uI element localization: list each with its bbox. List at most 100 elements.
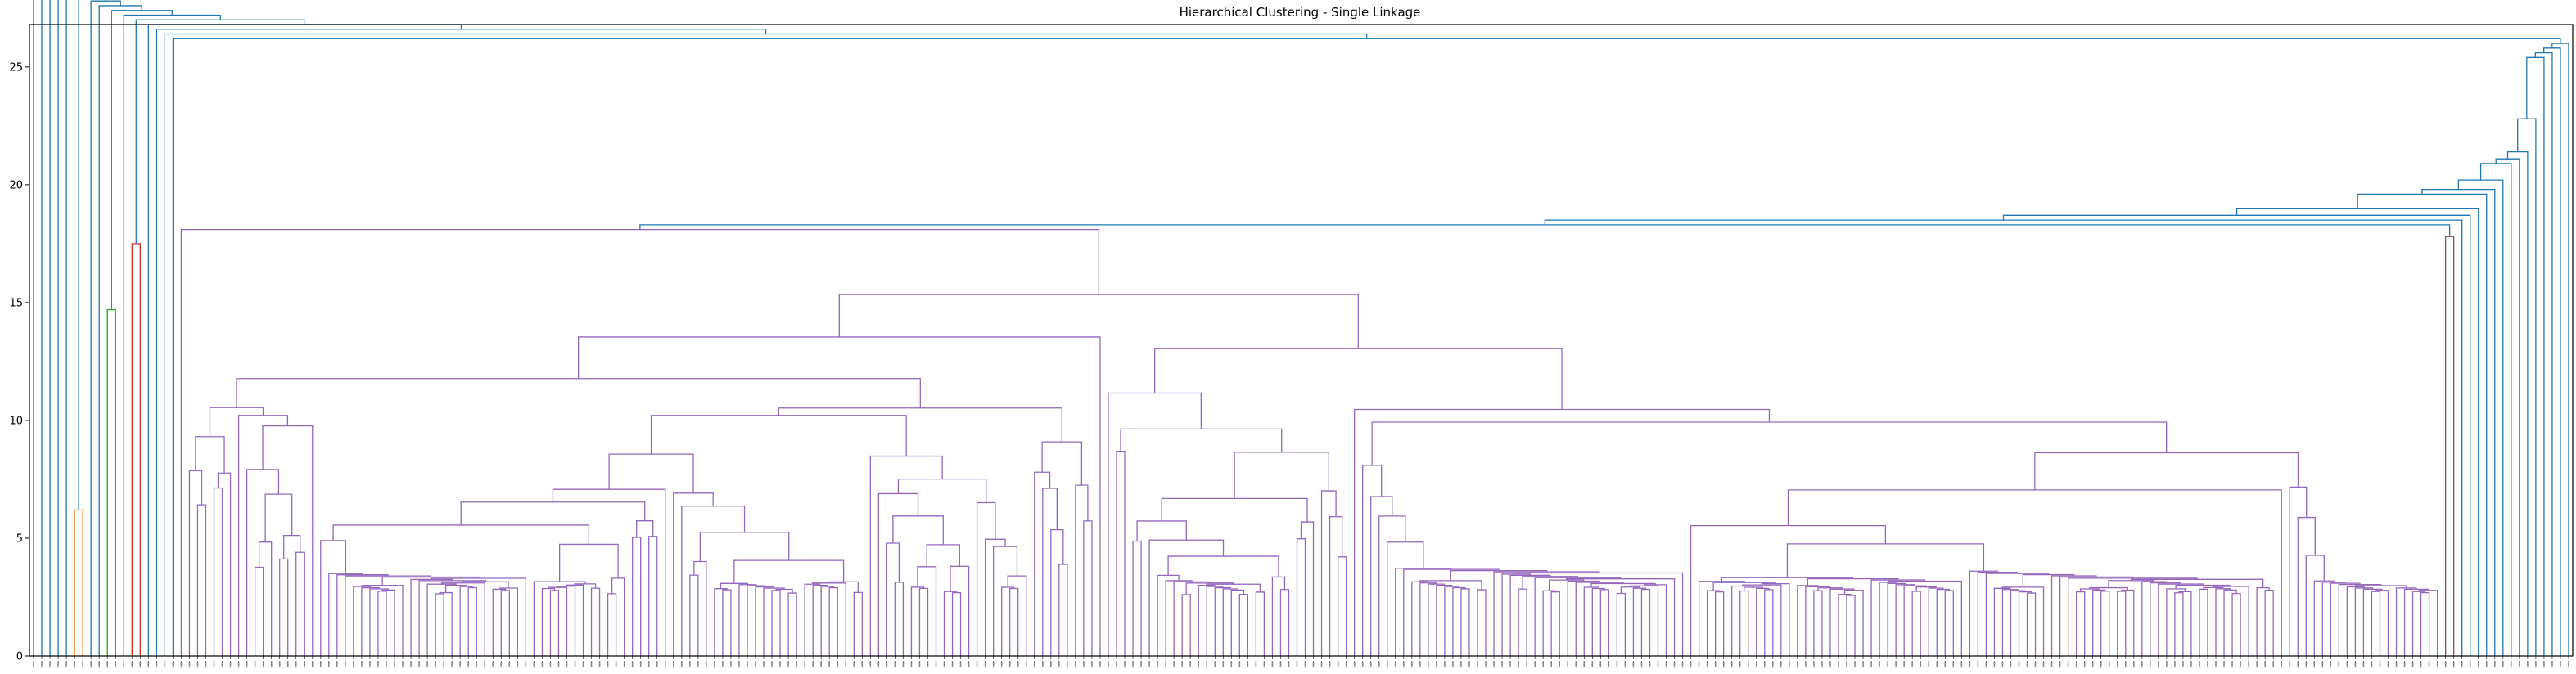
dendrogram-link-157 — [1583, 586, 1599, 656]
dendrogram-link-262 — [2403, 588, 2429, 656]
x-leaf-label-301 — [2502, 661, 2504, 667]
x-leaf-label-67 — [582, 661, 584, 667]
x-leaf-label-187 — [1567, 661, 1569, 667]
dendrogram-link-239 — [2141, 581, 2167, 656]
x-leaf-label-252 — [2100, 661, 2102, 667]
x-leaf-label-162 — [1361, 661, 1364, 667]
x-leaf-label-133 — [1124, 661, 1126, 667]
x-leaf-label-164 — [1378, 661, 1380, 667]
x-leaf-label-260 — [2166, 661, 2168, 667]
x-leaf-label-12 — [131, 661, 133, 667]
dendrogram-link-20 — [369, 588, 390, 656]
dendrogram-link-55 — [632, 537, 642, 656]
dendrogram-link-249 — [1977, 572, 2019, 656]
y-tick-label-25: 25 — [9, 61, 23, 74]
dendrogram-link-289 — [2517, 118, 2537, 656]
dendrogram-link-72 — [828, 586, 838, 656]
x-leaf-label-146 — [1230, 661, 1233, 667]
x-leaf-label-273 — [2272, 661, 2274, 667]
x-leaf-label-136 — [1148, 661, 1150, 667]
dendrogram-link-93 — [892, 515, 944, 545]
x-leaf-label-234 — [1952, 661, 1955, 667]
x-leaf-label-51 — [451, 661, 453, 667]
x-leaf-label-143 — [1206, 661, 1208, 667]
dendrogram-link-283 — [2357, 193, 2488, 656]
dendrogram-link-104 — [1058, 564, 1068, 656]
dendrogram-link-105 — [1050, 528, 1064, 656]
x-leaf-label-212 — [1771, 661, 1774, 667]
x-leaf-label-233 — [1944, 661, 1947, 667]
dendrogram-link-275 — [1154, 348, 1563, 410]
x-leaf-label-2 — [49, 661, 51, 667]
dendrogram-link-123 — [1255, 591, 1265, 656]
x-leaf-label-157 — [1320, 661, 1323, 667]
x-leaf-label-40 — [361, 661, 363, 667]
x-leaf-label-69 — [598, 661, 601, 667]
x-leaf-label-247 — [2059, 661, 2061, 667]
dendrogram-link-185 — [1764, 589, 1774, 656]
x-leaf-label-153 — [1288, 661, 1290, 667]
dendrogram-link-86 — [918, 587, 929, 656]
x-leaf-label-229 — [1911, 661, 1913, 667]
y-tick-label-0: 0 — [16, 651, 23, 663]
x-leaf-label-129 — [1091, 661, 1093, 667]
dendrogram-link-219 — [2001, 586, 2045, 656]
x-leaf-label-303 — [2519, 661, 2520, 667]
x-leaf-label-1 — [41, 661, 43, 667]
x-leaf-label-15 — [156, 661, 158, 667]
x-leaf-label-151 — [1271, 661, 1274, 667]
dendrogram-link-109 — [1075, 484, 1089, 656]
x-leaf-label-295 — [2452, 661, 2455, 667]
dendrogram-link-180 — [1370, 496, 1393, 656]
dendrogram-link-276 — [838, 294, 1359, 349]
x-leaf-label-106 — [902, 661, 905, 667]
dendrogram-link-134 — [1296, 538, 1306, 656]
x-leaf-label-111 — [943, 661, 945, 667]
x-leaf-label-83 — [714, 661, 715, 667]
x-leaf-label-84 — [722, 661, 724, 667]
x-leaf-label-105 — [894, 661, 896, 667]
x-leaf-label-68 — [590, 661, 593, 667]
dendrogram-link-138 — [1329, 515, 1343, 656]
x-leaf-label-160 — [1345, 661, 1347, 667]
x-leaf-label-293 — [2436, 661, 2438, 667]
x-leaf-label-154 — [1296, 661, 1298, 667]
chart-title: Hierarchical Clustering - Single Linkage — [1180, 5, 1421, 20]
dendrogram-link-9 — [258, 541, 273, 656]
x-leaf-label-118 — [1000, 661, 1003, 667]
x-leaf-label-44 — [394, 661, 395, 667]
x-leaf-label-54 — [476, 661, 478, 667]
x-leaf-label-152 — [1279, 661, 1282, 667]
x-leaf-label-23 — [221, 661, 223, 667]
x-leaf-label-37 — [336, 661, 338, 667]
dendrogram-link-256 — [2362, 588, 2383, 656]
dendrogram-link-136 — [1161, 497, 1308, 523]
dendrogram-link-88 — [917, 566, 937, 656]
x-leaf-label-166 — [1394, 661, 1396, 667]
dendrogram-link-165 — [1575, 582, 1624, 656]
x-leaf-label-0 — [33, 661, 34, 667]
x-leaf-label-263 — [2190, 661, 2192, 667]
dendrogram-link-110 — [1041, 441, 1083, 486]
x-leaf-label-284 — [2362, 661, 2365, 667]
x-leaf-label-11 — [123, 661, 125, 667]
x-leaf-label-77 — [664, 661, 666, 667]
dendrogram-link-193 — [1813, 590, 1823, 656]
dendrogram-link-64 — [771, 590, 781, 656]
dendrogram-link-51 — [607, 593, 617, 656]
x-leaf-label-244 — [2034, 661, 2037, 667]
x-leaf-label-32 — [295, 661, 297, 667]
x-leaf-label-204 — [1706, 661, 1708, 667]
x-leaf-label-38 — [345, 661, 346, 667]
x-leaf-label-8 — [98, 661, 100, 667]
x-leaf-label-189 — [1583, 661, 1586, 667]
x-leaf-label-297 — [2469, 661, 2471, 667]
x-leaf-label-223 — [1862, 661, 1864, 667]
y-tick-label-10: 10 — [9, 415, 23, 427]
dendrogram-link-194 — [1846, 595, 1856, 656]
dendrogram-link-259 — [2420, 592, 2430, 656]
x-leaf-label-181 — [1518, 661, 1519, 667]
x-leaf-label-241 — [2010, 661, 2012, 667]
x-leaf-label-161 — [1353, 661, 1356, 667]
dendrogram-link-2 — [131, 243, 141, 656]
